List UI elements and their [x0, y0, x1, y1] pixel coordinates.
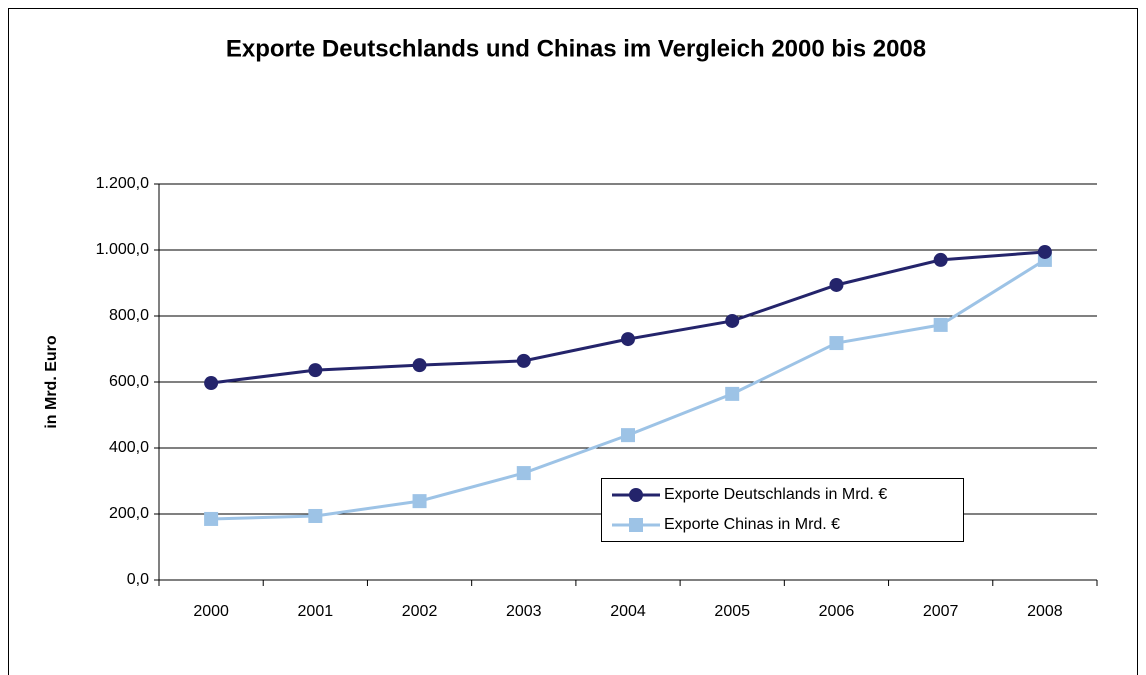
x-tick-label: 2002 — [402, 603, 438, 620]
x-tick-label: 2001 — [298, 603, 334, 620]
y-tick-label: 0,0 — [127, 571, 149, 588]
point — [829, 277, 844, 292]
y-tick-label: 200,0 — [109, 505, 149, 522]
point — [621, 428, 635, 443]
point — [204, 511, 219, 526]
point — [1037, 244, 1052, 259]
legend-marker — [629, 488, 643, 502]
y-tick-label: 800,0 — [109, 307, 149, 324]
x-tick-label: 2004 — [610, 603, 646, 620]
point — [412, 494, 427, 509]
point — [933, 317, 948, 332]
y-tick-label: 600,0 — [109, 373, 149, 390]
point — [516, 466, 531, 481]
y-tick-label: 1.200,0 — [96, 175, 149, 192]
x-tick-label: 2000 — [193, 603, 229, 620]
line — [210, 250, 1046, 385]
x-tick-label: 2006 — [819, 603, 855, 620]
legend-marker — [629, 518, 643, 532]
x-tick-label: 2005 — [714, 603, 750, 620]
point — [516, 353, 531, 368]
point — [308, 363, 323, 378]
chart-frame — [8, 8, 1138, 675]
x-tick-label: 2003 — [506, 603, 542, 620]
chart-title: Exporte Deutschlands und Chinas im Vergl… — [226, 35, 926, 62]
x-tick-label: 2007 — [923, 603, 959, 620]
point — [204, 375, 219, 390]
point — [725, 386, 740, 401]
legend-label: Exporte Deutschlands in Mrd. € — [664, 486, 887, 503]
point — [933, 252, 948, 267]
legend-label: Exporte Chinas in Mrd. € — [664, 516, 840, 533]
point — [829, 336, 844, 351]
y-tick-label: 1.000,0 — [96, 241, 149, 258]
legend-box — [601, 478, 964, 542]
point — [308, 508, 323, 523]
y-tick-label: 400,0 — [109, 439, 149, 456]
point — [412, 358, 427, 373]
y-axis-label: in Mrd. Euro — [43, 335, 60, 429]
x-tick-label: 2008 — [1027, 603, 1063, 620]
point — [621, 332, 635, 347]
point — [725, 313, 740, 328]
